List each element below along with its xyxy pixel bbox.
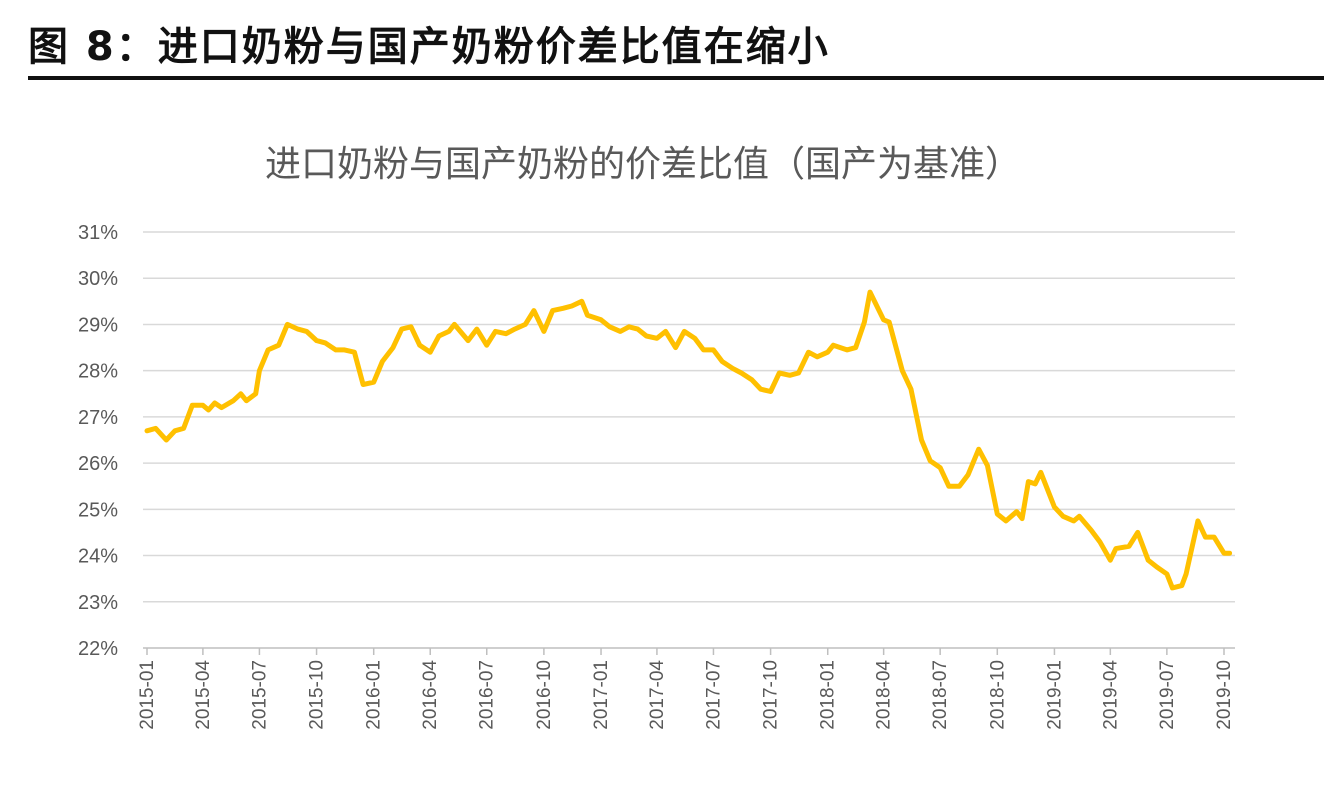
y-tick-label: 24%	[78, 546, 118, 568]
x-tick-label: 2016-07	[477, 660, 498, 730]
x-tick-label: 2015-04	[193, 660, 214, 730]
x-tick-label: 2019-07	[1157, 660, 1178, 730]
y-tick-label: 23%	[78, 592, 118, 614]
x-tick-label: 2015-10	[307, 660, 328, 730]
chart-title: 进口奶粉与国产奶粉的价差比值（国产为基准）	[265, 144, 1021, 185]
y-tick-label: 22%	[78, 638, 118, 660]
y-tick-label: 27%	[78, 407, 118, 429]
x-tick-label: 2018-07	[930, 660, 951, 730]
x-tick-label: 2017-01	[591, 660, 612, 730]
x-tick-label: 2018-04	[874, 660, 895, 730]
y-tick-label: 30%	[78, 268, 118, 290]
series-group	[144, 289, 1233, 591]
figure-title: 图 8：进口奶粉与国产奶粉价差比值在缩小	[28, 24, 830, 70]
series-line	[144, 289, 1233, 591]
x-tick-label: 2019-10	[1214, 660, 1235, 730]
x-tick-label: 2017-04	[647, 660, 668, 730]
x-tick-label: 2019-01	[1044, 660, 1065, 730]
y-tick-label: 31%	[78, 222, 118, 244]
x-axis-tick-labels: 2015-01 2015-04 2015-07 2015-10 2016-01 2016-…	[137, 648, 1235, 730]
x-tick-label: 2015-01	[137, 660, 158, 730]
gridlines	[143, 231, 1235, 649]
y-tick-label: 28%	[78, 361, 118, 383]
x-tick-label: 2016-10	[534, 660, 555, 730]
x-tick-label: 2016-01	[364, 660, 385, 730]
y-tick-label: 25%	[78, 499, 118, 521]
x-tick-label: 2018-01	[818, 660, 839, 730]
line-chart: 进口奶粉与国产奶粉的价差比值（国产为基准） 22% 23% 24% 25% 26% 27%…	[78, 144, 1235, 730]
x-tick-label: 2016-04	[420, 660, 441, 730]
x-tick-label: 2018-10	[987, 660, 1008, 730]
x-tick-label: 2015-07	[249, 660, 270, 730]
y-tick-label: 29%	[78, 314, 118, 336]
x-tick-label: 2017-10	[761, 660, 782, 730]
title-underline	[28, 76, 1324, 80]
x-tick-label: 2019-04	[1100, 660, 1121, 730]
y-tick-label: 26%	[78, 453, 118, 475]
y-axis-tick-labels: 22% 23% 24% 25% 26% 27% 28% 29% 30% 31%	[78, 222, 118, 660]
x-tick-label: 2017-07	[703, 660, 724, 730]
